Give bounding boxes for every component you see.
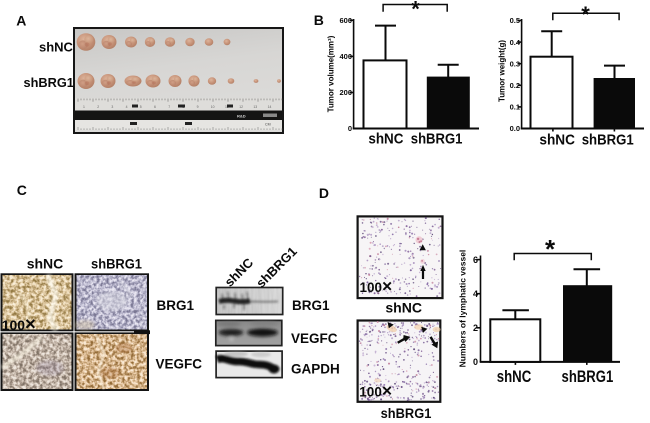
svg-text:0.1: 0.1 bbox=[510, 103, 520, 112]
svg-text:0.2: 0.2 bbox=[510, 81, 520, 90]
svg-text:10: 10 bbox=[211, 105, 215, 109]
svg-text:shNC: shNC bbox=[222, 255, 257, 290]
svg-text:400: 400 bbox=[339, 52, 352, 61]
svg-text:R&D: R&D bbox=[237, 113, 246, 118]
svg-text:0: 0 bbox=[473, 357, 478, 367]
svg-text:Tumor weight(g): Tumor weight(g) bbox=[498, 40, 507, 102]
svg-text:shNC: shNC bbox=[539, 132, 575, 149]
svg-text:shBRG1: shBRG1 bbox=[253, 244, 300, 291]
svg-text:12: 12 bbox=[239, 105, 243, 109]
svg-text:9: 9 bbox=[197, 105, 199, 109]
svg-text:100×: 100× bbox=[2, 313, 36, 334]
svg-text:*: * bbox=[581, 2, 590, 27]
svg-text:1: 1 bbox=[83, 105, 85, 109]
svg-text:2: 2 bbox=[473, 323, 478, 333]
svg-text:shBRG1: shBRG1 bbox=[562, 367, 614, 386]
svg-text:Tumor volume(mm³): Tumor volume(mm³) bbox=[327, 35, 336, 112]
svg-text:shBRG1: shBRG1 bbox=[411, 131, 463, 148]
svg-text:5: 5 bbox=[140, 105, 142, 109]
svg-text:shBRG1: shBRG1 bbox=[381, 406, 432, 421]
svg-text:shNC: shNC bbox=[385, 301, 422, 316]
svg-text:VEGFC: VEGFC bbox=[156, 357, 203, 372]
svg-text:C: C bbox=[17, 182, 27, 198]
svg-text:4: 4 bbox=[473, 289, 478, 299]
svg-text:6: 6 bbox=[154, 105, 156, 109]
svg-text:B: B bbox=[314, 12, 324, 28]
svg-text:6: 6 bbox=[473, 255, 478, 265]
svg-text:3: 3 bbox=[111, 105, 113, 109]
svg-text:0.0: 0.0 bbox=[510, 124, 520, 133]
svg-text:BRG1: BRG1 bbox=[292, 298, 330, 313]
svg-text:shNC: shNC bbox=[39, 39, 74, 54]
svg-text:*: * bbox=[545, 234, 556, 264]
svg-text:VEGFC: VEGFC bbox=[291, 331, 338, 346]
svg-text:A: A bbox=[16, 13, 26, 29]
svg-text:shBRG1: shBRG1 bbox=[582, 132, 634, 149]
svg-text:200: 200 bbox=[339, 88, 352, 97]
svg-text:100×: 100× bbox=[359, 381, 392, 401]
svg-text:11: 11 bbox=[225, 105, 229, 109]
svg-text:*: * bbox=[411, 0, 420, 22]
svg-text:2: 2 bbox=[97, 105, 99, 109]
svg-text:7: 7 bbox=[168, 105, 170, 109]
svg-text:0.3: 0.3 bbox=[510, 59, 520, 68]
svg-text:Numbers of lymphatic vessel: Numbers of lymphatic vessel bbox=[458, 250, 468, 368]
svg-text:0.5: 0.5 bbox=[510, 16, 520, 25]
svg-text:0: 0 bbox=[348, 124, 352, 133]
svg-text:shBRG1: shBRG1 bbox=[24, 75, 74, 90]
svg-text:4: 4 bbox=[126, 105, 128, 109]
svg-text:13: 13 bbox=[253, 105, 257, 109]
svg-text:shNC: shNC bbox=[497, 367, 532, 386]
svg-text:GAPDH: GAPDH bbox=[291, 361, 340, 376]
svg-text:0.4: 0.4 bbox=[510, 38, 521, 47]
svg-text:shNC: shNC bbox=[368, 131, 403, 148]
svg-text:BRG1: BRG1 bbox=[157, 298, 195, 313]
svg-text:600: 600 bbox=[339, 16, 352, 25]
svg-text:shNC: shNC bbox=[27, 255, 64, 271]
svg-text:shBRG1: shBRG1 bbox=[91, 255, 142, 271]
svg-text:100×: 100× bbox=[360, 276, 393, 296]
svg-text:D: D bbox=[319, 185, 329, 201]
svg-text:14: 14 bbox=[268, 105, 272, 109]
svg-text:CM: CM bbox=[265, 123, 271, 127]
